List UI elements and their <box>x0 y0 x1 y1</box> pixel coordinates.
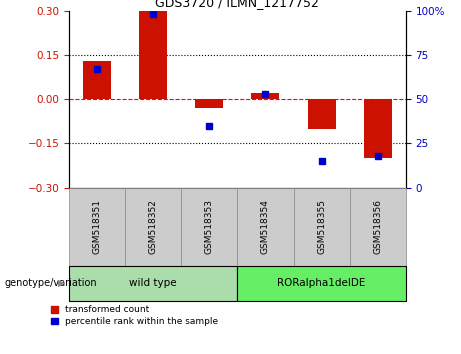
Bar <box>237 188 294 266</box>
Text: wild type: wild type <box>130 278 177 288</box>
Bar <box>125 188 181 266</box>
Bar <box>237 266 406 301</box>
Bar <box>195 99 224 108</box>
Bar <box>139 11 167 99</box>
Bar <box>69 266 237 301</box>
Text: RORalpha1delDE: RORalpha1delDE <box>278 278 366 288</box>
Text: genotype/variation: genotype/variation <box>5 278 97 288</box>
Bar <box>251 93 279 99</box>
Bar <box>307 99 336 129</box>
Text: GSM518352: GSM518352 <box>149 199 158 254</box>
Legend: transformed count, percentile rank within the sample: transformed count, percentile rank withi… <box>51 306 218 326</box>
Text: GSM518355: GSM518355 <box>317 199 326 254</box>
Bar <box>364 99 392 158</box>
Bar <box>181 188 237 266</box>
Text: GSM518353: GSM518353 <box>205 199 214 254</box>
Bar <box>83 61 111 99</box>
Bar <box>349 188 406 266</box>
Text: GSM518351: GSM518351 <box>93 199 102 254</box>
Bar <box>294 188 349 266</box>
Title: GDS3720 / ILMN_1217752: GDS3720 / ILMN_1217752 <box>155 0 319 10</box>
Text: GSM518356: GSM518356 <box>373 199 382 254</box>
Bar <box>69 188 125 266</box>
Text: ▶: ▶ <box>58 278 65 288</box>
Text: GSM518354: GSM518354 <box>261 199 270 254</box>
